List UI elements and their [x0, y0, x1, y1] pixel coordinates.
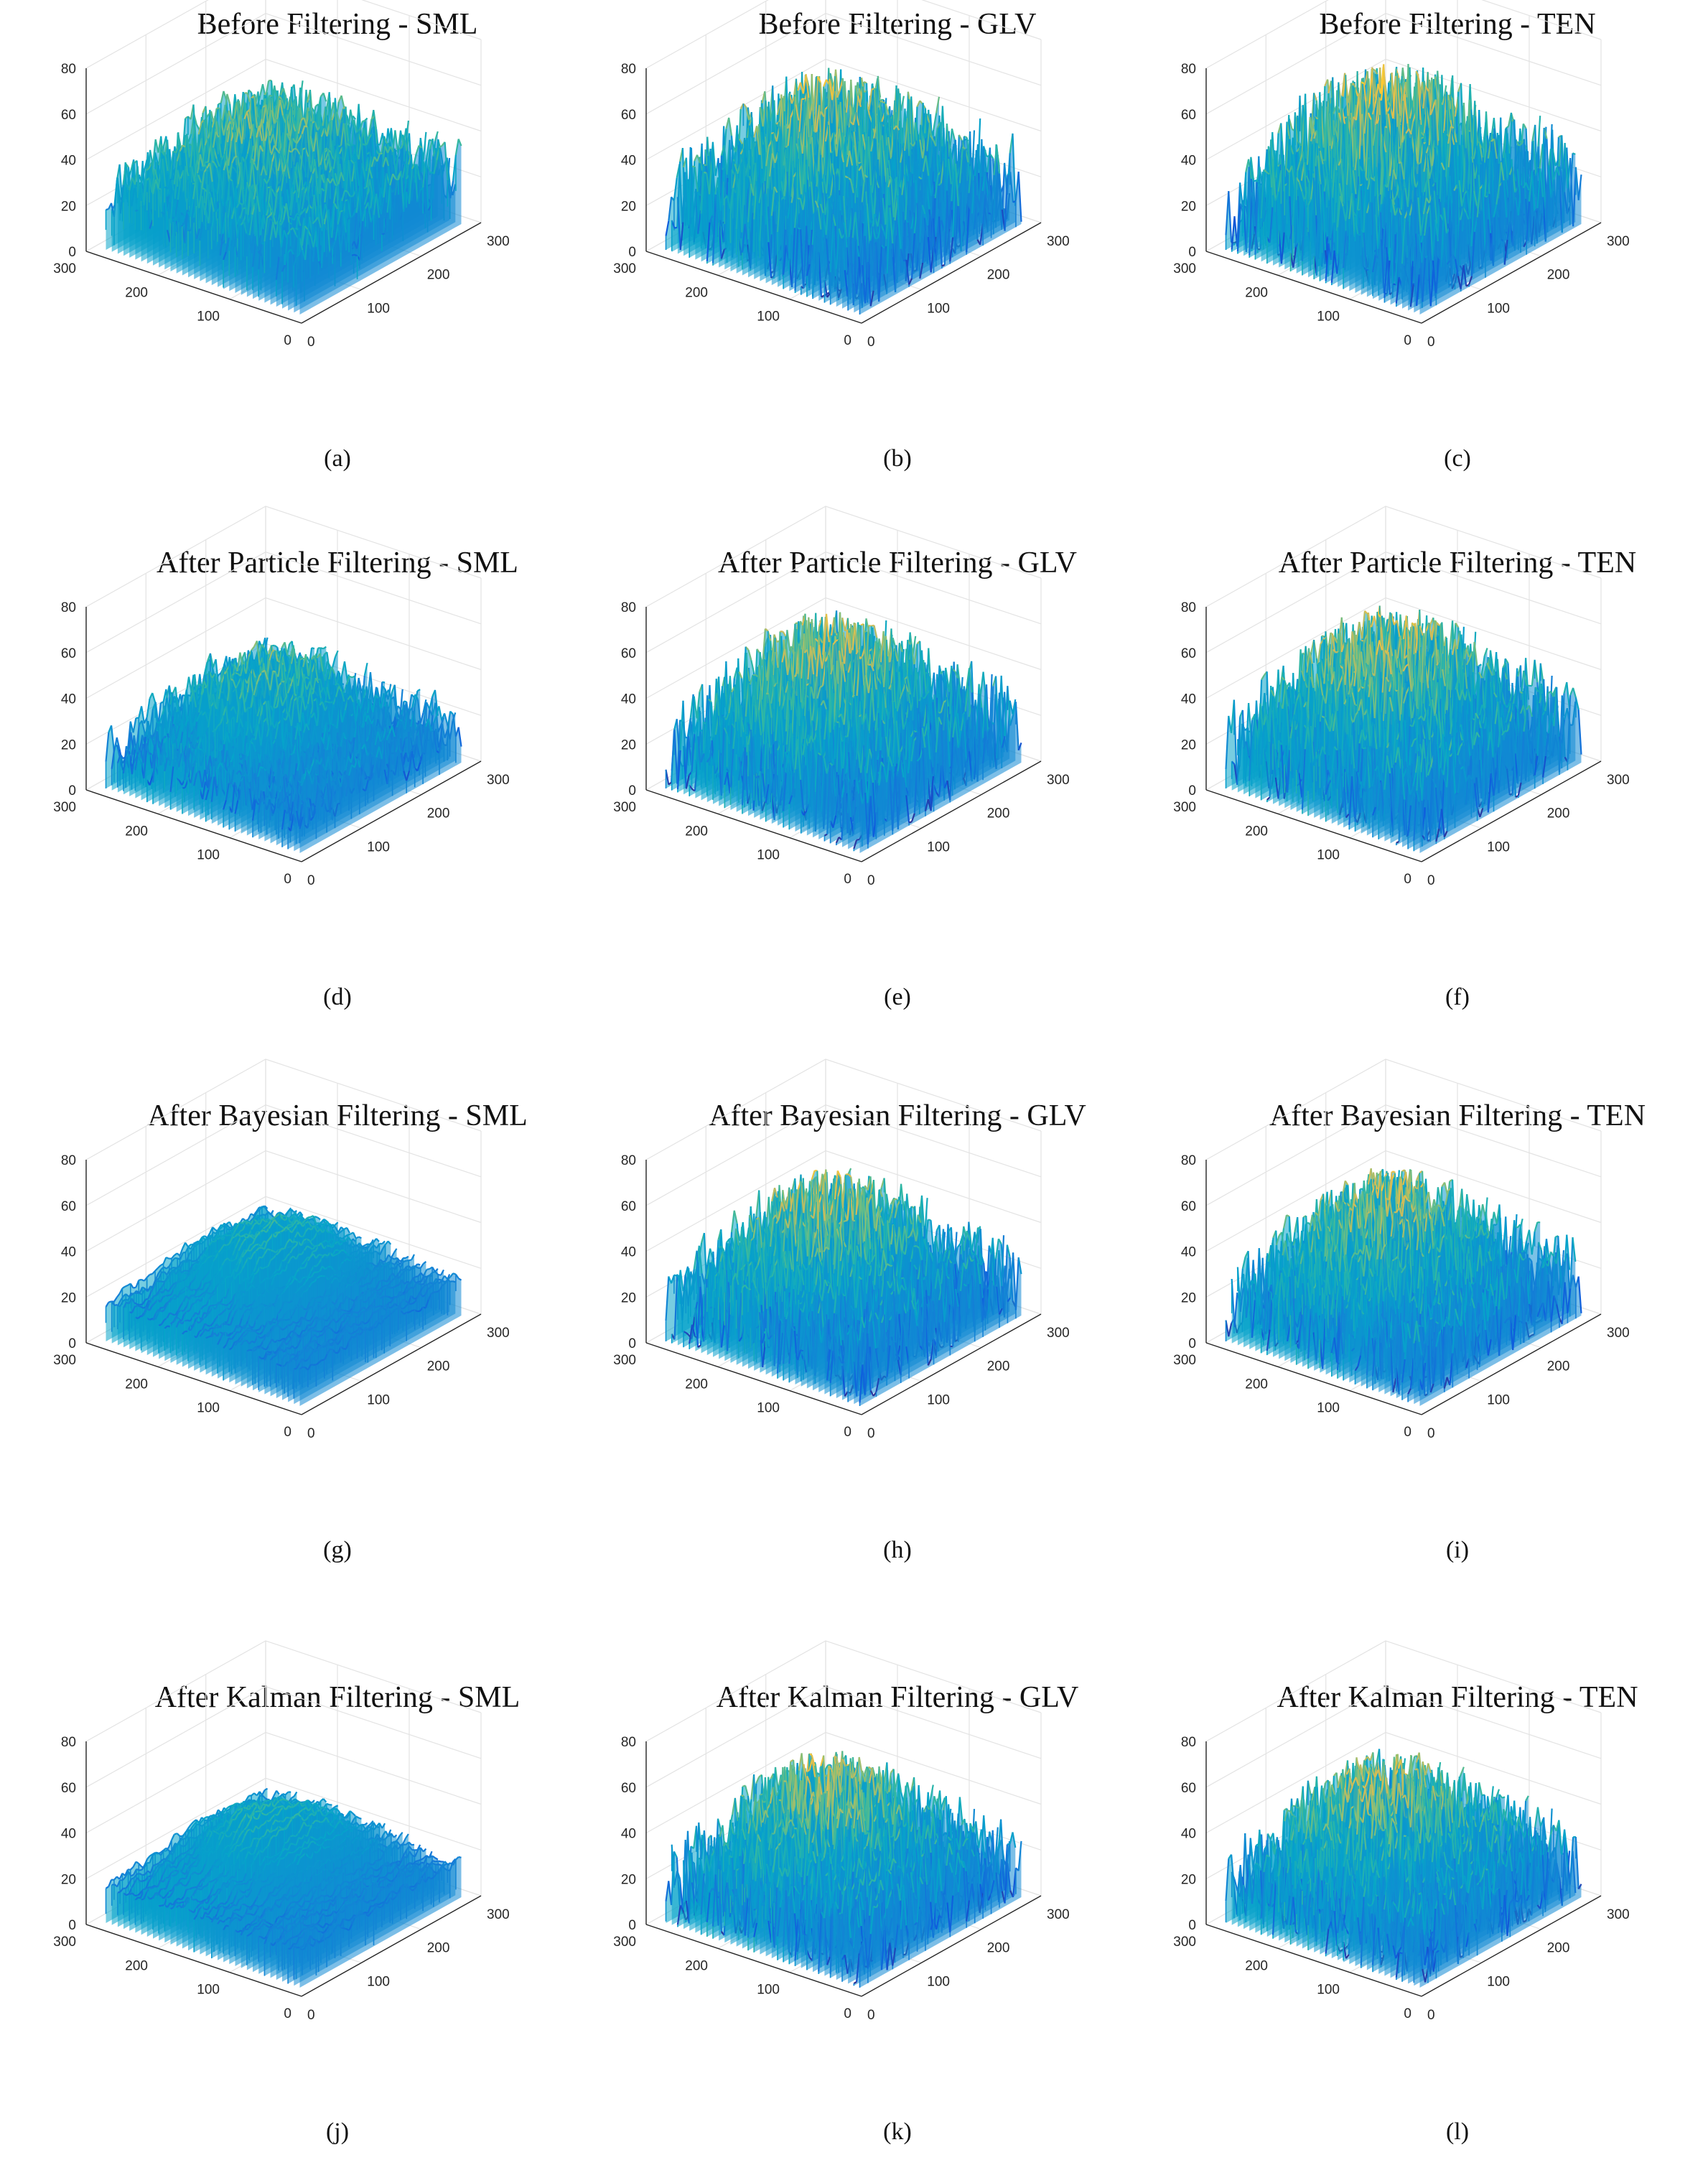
surface-segment — [352, 255, 355, 256]
surface-segment — [382, 233, 385, 235]
surface-segment — [802, 99, 805, 100]
z-tick-label: 40 — [61, 154, 76, 169]
surface-segment — [882, 102, 885, 103]
x-tick-label: 100 — [367, 301, 390, 316]
y-tick-label: 200 — [125, 285, 148, 300]
x-tick-label: 200 — [427, 268, 450, 283]
surface-segment — [159, 189, 162, 190]
y-tick-label: 300 — [53, 261, 76, 276]
z-tick-label: 60 — [61, 108, 76, 123]
surface — [106, 80, 462, 315]
surface — [666, 68, 1022, 315]
surface-segment — [269, 96, 272, 97]
panel-caption: (a) — [65, 445, 610, 473]
x-tick-label: 300 — [487, 234, 510, 249]
surface-segment — [172, 180, 174, 181]
surface-segment — [106, 209, 109, 210]
y-tick-label: 0 — [284, 333, 291, 348]
surface-segment — [246, 233, 249, 235]
z-tick-label: 80 — [61, 62, 76, 77]
z-tick-label: 0 — [68, 245, 76, 260]
x-tick-label: 0 — [307, 335, 315, 350]
surface-segment — [202, 188, 205, 190]
y-tick-label: 100 — [197, 309, 220, 325]
surface-segment — [704, 172, 706, 173]
surface-segment — [188, 230, 191, 231]
z-tick-label: 20 — [61, 199, 76, 214]
surface-segment — [345, 190, 347, 191]
